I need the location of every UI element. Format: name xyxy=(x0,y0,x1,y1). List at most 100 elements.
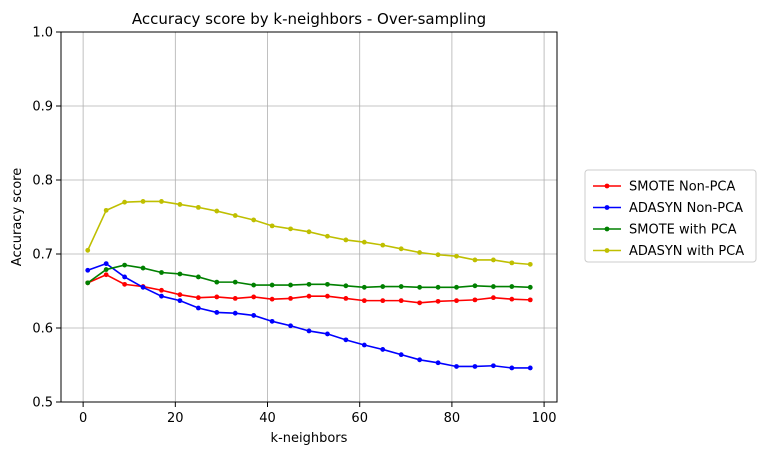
x-tick-label: 80 xyxy=(444,411,461,426)
data-point xyxy=(177,202,183,207)
data-point xyxy=(361,239,367,245)
legend-item: ADASYN with PCA xyxy=(593,244,744,259)
series-smote-with-pca xyxy=(85,262,533,290)
data-point xyxy=(85,247,91,253)
data-point xyxy=(343,237,349,243)
data-point xyxy=(398,298,404,304)
data-point xyxy=(398,246,404,252)
data-point xyxy=(398,284,404,289)
data-point xyxy=(288,323,293,329)
data-point xyxy=(490,295,496,301)
data-point xyxy=(361,342,367,348)
data-point xyxy=(122,274,128,280)
data-point xyxy=(159,199,164,204)
data-point xyxy=(306,229,312,235)
data-point xyxy=(103,261,109,267)
legend-label: SMOTE with PCA xyxy=(629,223,737,238)
data-point xyxy=(195,295,201,301)
data-point xyxy=(343,337,349,343)
data-point xyxy=(509,365,515,371)
y-axis-label: Accuracy score xyxy=(10,168,25,266)
data-point xyxy=(232,296,238,301)
data-point xyxy=(159,293,164,299)
series-line xyxy=(87,273,531,304)
legend-marker xyxy=(604,226,610,232)
x-tick-label: 60 xyxy=(351,411,368,426)
legend-marker xyxy=(604,248,610,253)
data-point xyxy=(195,305,201,311)
data-point xyxy=(122,281,128,287)
series-lines xyxy=(85,199,533,371)
data-point xyxy=(306,293,312,299)
data-point xyxy=(435,360,441,366)
data-point xyxy=(269,296,275,302)
y-tick-label: 0.9 xyxy=(32,100,53,115)
data-point xyxy=(343,283,349,289)
data-point xyxy=(325,331,330,337)
data-point xyxy=(509,260,515,266)
data-point xyxy=(251,294,257,300)
data-point xyxy=(472,257,478,263)
legend-marker xyxy=(604,205,610,210)
legend-label: ADASYN with PCA xyxy=(629,244,744,259)
data-point xyxy=(472,297,478,303)
y-tick-label: 0.7 xyxy=(32,248,53,263)
data-point xyxy=(454,284,459,290)
data-point xyxy=(288,226,293,232)
data-point xyxy=(195,274,201,280)
legend-item: ADASYN Non-PCA xyxy=(593,201,743,216)
legend-label: SMOTE Non-PCA xyxy=(629,180,736,195)
y-axis-ticks: 0.5 0.6 0.7 0.8 0.9 1.0 xyxy=(32,26,61,411)
legend-box xyxy=(584,169,757,263)
x-tick-label: 100 xyxy=(532,411,557,426)
data-point xyxy=(527,365,533,371)
data-point xyxy=(288,296,293,301)
data-point xyxy=(490,257,496,263)
data-point xyxy=(214,310,220,315)
data-point xyxy=(454,364,459,369)
data-point xyxy=(527,261,533,267)
data-point xyxy=(343,296,349,301)
data-point xyxy=(306,328,312,334)
legend-item: SMOTE Non-PCA xyxy=(593,180,736,195)
data-point xyxy=(380,347,386,352)
legend-label: ADASYN Non-PCA xyxy=(629,201,743,216)
data-point xyxy=(251,282,257,288)
data-point xyxy=(85,267,91,273)
data-point xyxy=(435,298,441,304)
data-point xyxy=(325,233,330,239)
data-point xyxy=(214,279,220,285)
data-point xyxy=(103,272,109,278)
data-point xyxy=(435,284,441,290)
data-point xyxy=(177,298,183,304)
data-point xyxy=(232,213,238,218)
data-point xyxy=(380,298,386,304)
data-point xyxy=(85,280,91,286)
data-point xyxy=(417,284,423,290)
x-tick-label: 0 xyxy=(79,411,87,426)
series-adasyn-with-pca xyxy=(85,199,533,267)
data-point xyxy=(140,265,146,271)
data-point xyxy=(251,217,257,223)
data-point xyxy=(398,352,404,358)
data-point xyxy=(140,199,146,204)
plot-frame xyxy=(60,31,558,403)
data-point xyxy=(472,283,478,289)
data-point xyxy=(380,242,386,248)
data-point xyxy=(435,252,441,258)
data-point xyxy=(195,204,201,210)
data-point xyxy=(177,292,183,298)
data-point xyxy=(288,282,293,288)
data-point xyxy=(509,284,515,289)
x-tick-label: 20 xyxy=(167,411,184,426)
data-point xyxy=(325,293,330,299)
data-point xyxy=(454,298,459,304)
data-point xyxy=(140,284,146,290)
data-point xyxy=(361,284,367,290)
data-point xyxy=(269,223,275,229)
legend-item: SMOTE with PCA xyxy=(593,223,737,238)
data-point xyxy=(214,294,220,300)
series-smote-non-pca xyxy=(85,272,533,306)
data-point xyxy=(103,267,109,272)
